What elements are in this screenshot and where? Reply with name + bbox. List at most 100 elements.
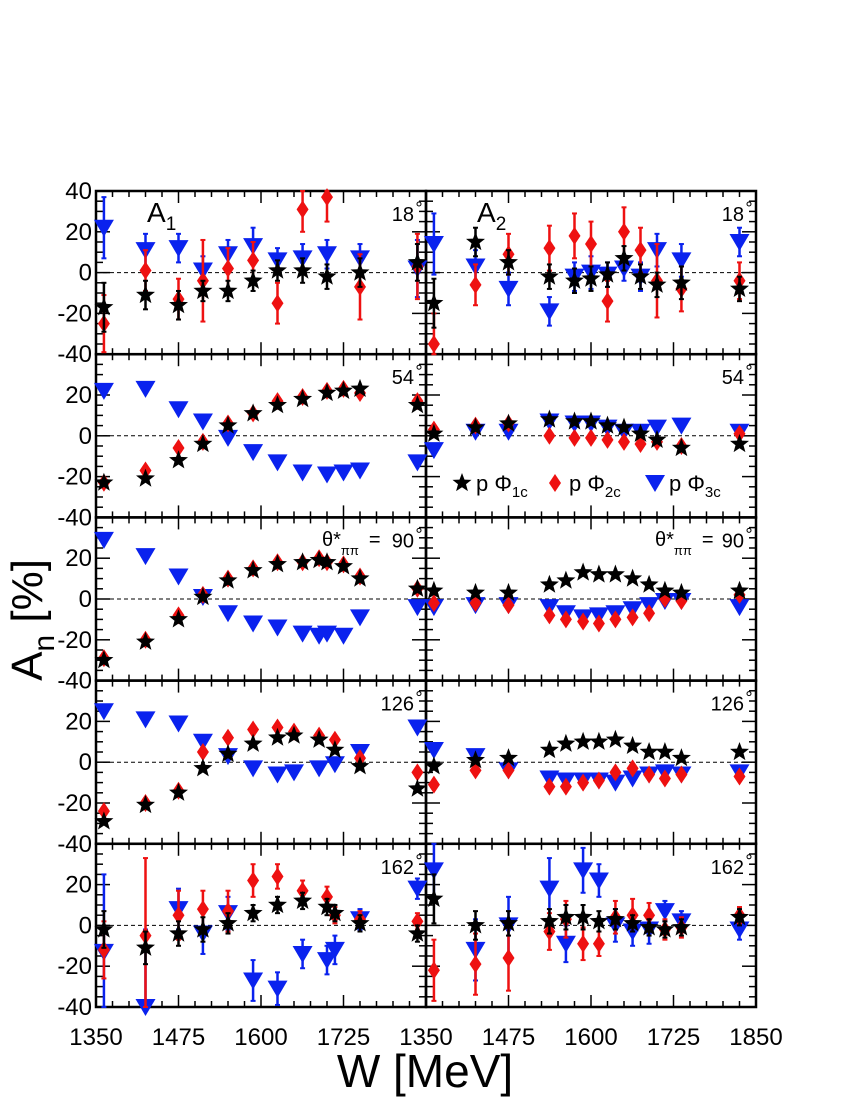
diamond-point (609, 763, 622, 782)
star-point (293, 260, 313, 279)
star-point (293, 890, 313, 909)
angle-label: 162 (381, 857, 414, 879)
star-point (614, 417, 634, 436)
star-point (169, 450, 188, 469)
star-point (424, 580, 444, 599)
star-point (639, 574, 659, 593)
tri-point (423, 442, 444, 460)
tri-point (423, 741, 444, 759)
diamond-point (618, 432, 630, 451)
y-tick-label: -20 (57, 464, 92, 491)
star-point (466, 915, 485, 934)
degree-symbol (416, 527, 422, 533)
star-point (499, 913, 518, 932)
tri-point (324, 941, 345, 959)
x-tick-label: 1475 (482, 1024, 535, 1051)
star-point (730, 434, 749, 453)
degree-symbol (416, 201, 422, 207)
star-point (243, 403, 263, 422)
star-point (136, 468, 155, 487)
tri-point (292, 945, 313, 963)
star-point (639, 742, 659, 761)
star-point (193, 758, 213, 777)
diamond-point (469, 275, 482, 294)
diamond-point (592, 771, 605, 790)
tri-point (243, 444, 264, 462)
star-point (499, 748, 518, 767)
y-tick-label: -20 (57, 627, 92, 654)
legend-star-marker (452, 473, 472, 492)
legend-diamond-marker (549, 474, 561, 492)
star-point (94, 297, 114, 316)
star-point (539, 409, 559, 428)
tri-point (423, 236, 444, 254)
degree-symbol (746, 201, 752, 207)
tri-point (573, 862, 594, 880)
star-point (466, 232, 485, 251)
star-point (730, 907, 749, 926)
x-tick-label: 1600 (234, 1024, 287, 1051)
star-point (334, 556, 353, 575)
diamond-point (196, 900, 209, 919)
legend: p Φ1c p Φ2c p Φ3c (452, 471, 721, 501)
diamond-point (643, 765, 656, 784)
diamond-point (543, 777, 556, 796)
angle-label: 126 (711, 694, 744, 716)
x-tick-label: 1475 (152, 1024, 205, 1051)
x-tick-label: 1725 (647, 1024, 700, 1051)
diamond-point (733, 424, 746, 443)
diamond-point (585, 428, 597, 447)
diamond-point (502, 949, 515, 968)
tri-point (539, 303, 560, 321)
diamond-point (568, 226, 581, 245)
star-point (499, 252, 518, 271)
x-tick-label: 1350 (399, 1024, 452, 1051)
tri-point (93, 219, 114, 237)
star-point (573, 907, 593, 926)
diamond-point (675, 765, 688, 784)
angle-label: 18 (392, 204, 414, 226)
star-point (136, 631, 155, 650)
legend-tri-marker (645, 475, 665, 492)
diamond-point (559, 610, 572, 629)
star-point (193, 587, 213, 606)
diamond-point (592, 614, 605, 633)
star-point (623, 568, 643, 587)
degree-symbol (746, 364, 752, 370)
star-point (268, 554, 287, 573)
tri-point (654, 903, 675, 921)
star-point (539, 266, 559, 285)
tri-point (243, 760, 264, 778)
diamond-point (196, 743, 209, 761)
diamond-point (543, 239, 556, 258)
y-tick-label: 40 (65, 178, 92, 205)
angle-label: 90 (722, 530, 744, 552)
star-point (350, 756, 370, 775)
tri-point (292, 464, 313, 482)
star-point (647, 429, 667, 448)
star-point (573, 562, 593, 581)
diamond-point (502, 761, 515, 780)
diamond-point (411, 763, 424, 782)
legend-item: p Φ2c (549, 471, 621, 501)
tri-point (729, 599, 750, 617)
star-point (350, 568, 370, 587)
tri-point (135, 548, 156, 566)
tri-point (729, 234, 750, 251)
diamond-point (577, 612, 590, 631)
diamond-point (543, 606, 556, 625)
star-point (424, 756, 444, 775)
diamond-point (427, 335, 440, 353)
angle-label: 18 (722, 204, 744, 226)
y-tick-label: -20 (57, 300, 92, 327)
star-point (614, 248, 634, 267)
star-point (317, 897, 337, 916)
diamond-point (592, 934, 605, 953)
diamond-point (585, 235, 597, 254)
degree-symbol (746, 854, 752, 860)
star-point (169, 923, 188, 942)
star-point (605, 564, 625, 583)
diamond-point (172, 906, 185, 925)
star-point (605, 729, 625, 748)
legend-label: p Φ2c (569, 471, 621, 501)
